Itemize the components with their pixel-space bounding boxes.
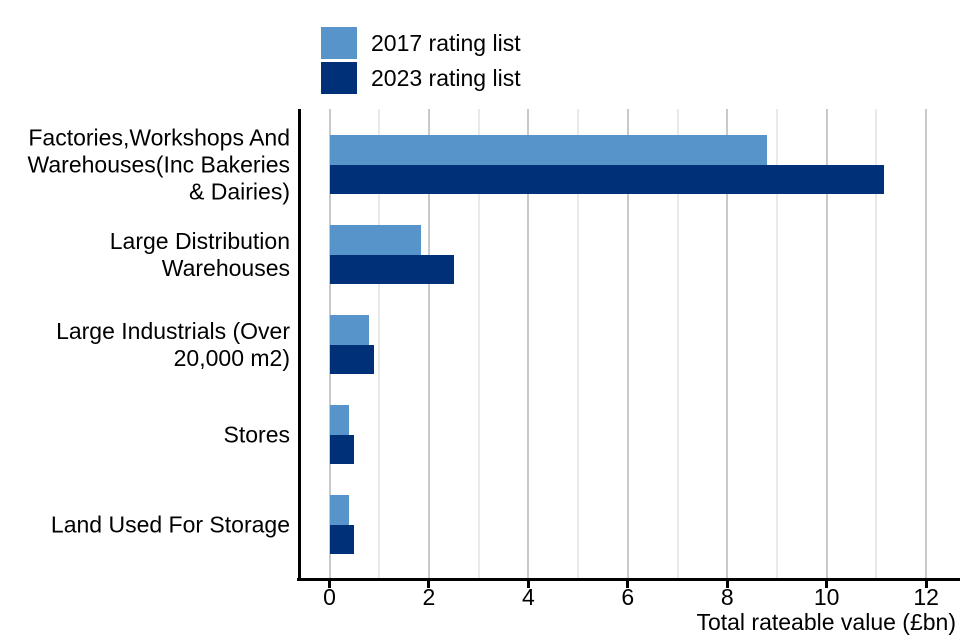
gridline-minor <box>775 109 778 578</box>
x-axis-title: Total rateable value (£bn) <box>696 609 956 635</box>
bar-2023-group5 <box>329 524 355 555</box>
x-tick-mark <box>725 581 729 588</box>
gridline-major <box>427 109 430 578</box>
gridline-minor <box>676 109 679 578</box>
category-label-line: Warehouses(Inc Bakeries <box>27 151 290 177</box>
bar-2017-group5 <box>329 495 350 525</box>
x-tick-label: 8 <box>720 584 734 610</box>
category-label-line: Warehouses <box>161 254 290 281</box>
category-label: Large Distribution Warehouses <box>0 228 290 282</box>
y-axis-line <box>298 109 301 581</box>
gridline-minor <box>477 109 480 578</box>
legend-label-2023: 2023 rating list <box>371 64 521 91</box>
x-tick-label: 0 <box>323 584 336 610</box>
x-tick-mark <box>924 581 928 588</box>
bar-2023-group3 <box>329 344 375 375</box>
legend-item-2017: 2017 rating list <box>321 27 521 59</box>
x-tick-label: 10 <box>813 584 840 610</box>
category-label-line: Stores <box>223 421 290 448</box>
category-label: Stores <box>0 421 290 448</box>
gridline-minor <box>875 109 878 578</box>
x-tick-label: 12 <box>913 584 939 610</box>
gridline-major <box>925 109 928 578</box>
bar-2017-group1 <box>329 135 768 165</box>
x-tick-mark <box>626 581 630 588</box>
x-tick-label: 6 <box>621 584 635 610</box>
gridline-minor <box>378 109 381 578</box>
bar-2017-group3 <box>329 315 370 345</box>
legend-label-2017: 2017 rating list <box>371 29 521 56</box>
bar-2017-group2 <box>329 225 422 255</box>
gridline-major <box>825 109 828 578</box>
legend-swatch-2023-icon <box>321 62 357 94</box>
category-label: Land Used For Storage <box>0 511 290 538</box>
category-label-line: 20,000 m2) <box>173 344 290 371</box>
x-tick-mark <box>427 581 431 588</box>
gridline-minor <box>577 109 580 578</box>
category-label: Large Industrials (Over 20,000 m2) <box>0 318 290 372</box>
category-label-line: & Dairies) <box>189 178 290 204</box>
x-tick-label: 2 <box>422 584 436 610</box>
bar-2023-group2 <box>329 254 454 285</box>
bar-2023-group1 <box>329 164 884 194</box>
category-label-line: Land Used For Storage <box>50 511 290 538</box>
x-tick-mark <box>526 581 530 588</box>
legend-item-2023: 2023 rating list <box>321 62 521 94</box>
x-axis-line <box>297 578 960 581</box>
x-tick-mark <box>328 581 331 588</box>
category-label-line: Large Distribution <box>109 227 290 254</box>
gridline-major <box>527 109 530 578</box>
gridline-major <box>626 109 629 578</box>
category-label-line: Factories,Workshops And <box>28 124 290 150</box>
x-tick-mark <box>825 581 829 588</box>
bar-2023-group4 <box>329 434 355 465</box>
category-label-line: Large Industrials (Over <box>56 317 290 344</box>
legend: 2017 rating list 2023 rating list <box>321 27 521 97</box>
x-tick-label: 4 <box>521 584 535 610</box>
legend-swatch-2017-icon <box>321 27 357 59</box>
gridline-major <box>726 109 729 578</box>
plot-panel <box>301 109 960 578</box>
bar-2017-group4 <box>329 405 350 435</box>
category-label: Factories,Workshops And Warehouses(Inc Ba… <box>0 124 290 205</box>
